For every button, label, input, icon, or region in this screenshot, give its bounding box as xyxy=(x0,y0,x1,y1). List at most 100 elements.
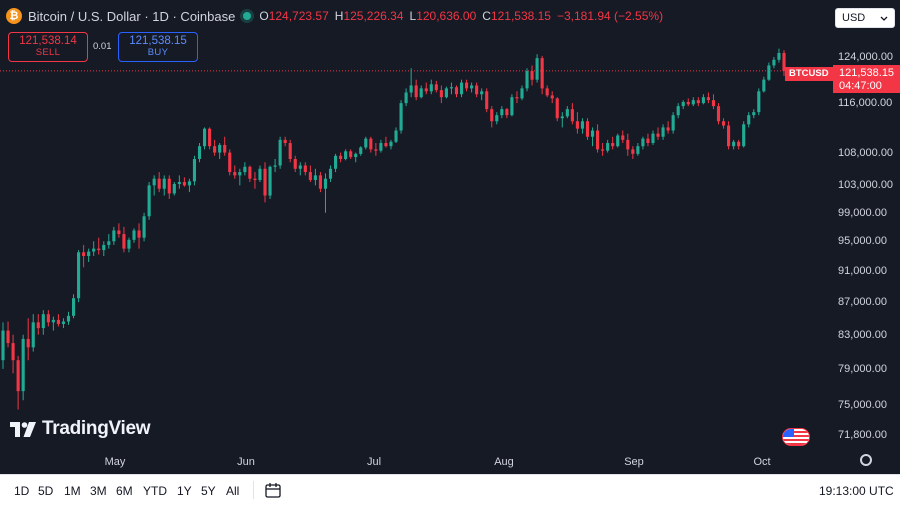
candle-body xyxy=(258,168,262,181)
candle-body xyxy=(21,338,25,392)
candle xyxy=(580,118,585,134)
candle xyxy=(82,244,86,268)
range-button-5d[interactable]: 5D xyxy=(38,484,54,498)
range-button-3m[interactable]: 3M xyxy=(90,484,107,498)
candle xyxy=(41,310,45,335)
candle xyxy=(666,121,670,134)
candle xyxy=(540,55,544,95)
range-button-1d[interactable]: 1D xyxy=(14,484,30,498)
candle xyxy=(162,175,166,196)
candle xyxy=(384,136,388,148)
candle xyxy=(762,76,766,93)
price-tick-label: 79,000.00 xyxy=(838,362,887,375)
candle xyxy=(676,103,680,119)
countdown: 04:47:00 xyxy=(839,80,882,92)
buy-button[interactable]: 121,538.15 BUY xyxy=(118,32,198,62)
time-axis[interactable] xyxy=(0,448,900,474)
range-button-all[interactable]: All xyxy=(226,484,240,498)
symbol-title[interactable]: Bitcoin / U.S. Dollar · 1D · Coinbase xyxy=(28,8,236,24)
candle-body xyxy=(349,151,353,158)
candlestick-plot[interactable] xyxy=(0,0,833,448)
gear-icon[interactable] xyxy=(860,454,872,466)
candle-body xyxy=(444,88,448,98)
candle-body xyxy=(308,172,312,181)
candle-body xyxy=(656,133,660,137)
candle xyxy=(1,322,5,369)
candle xyxy=(701,94,705,105)
candle xyxy=(575,112,579,134)
candle xyxy=(288,139,292,163)
date-range-icon[interactable] xyxy=(264,481,282,499)
candle xyxy=(21,334,25,401)
candle xyxy=(349,149,353,160)
candle xyxy=(233,165,237,179)
candle-body xyxy=(213,146,217,153)
candle-body xyxy=(621,135,625,140)
candle-body xyxy=(626,139,630,150)
candle xyxy=(56,314,60,327)
candle-body xyxy=(676,106,680,116)
candle-body xyxy=(409,85,413,93)
us-flag-icon[interactable] xyxy=(782,428,810,446)
candle xyxy=(656,127,660,140)
candle xyxy=(727,121,731,150)
candle-body xyxy=(16,360,20,392)
candle xyxy=(16,355,20,410)
current-price-label: 121,538.15 04:47:00 xyxy=(833,65,900,93)
candle-body xyxy=(480,91,484,95)
candle xyxy=(379,139,383,153)
candle-body xyxy=(268,166,272,196)
candle-body xyxy=(51,319,55,323)
candle xyxy=(11,334,15,374)
chart-area[interactable] xyxy=(0,0,833,448)
candle xyxy=(369,136,373,153)
range-button-6m[interactable]: 6M xyxy=(116,484,133,498)
candle-body xyxy=(328,168,333,179)
candle-body xyxy=(187,181,191,186)
candle-body xyxy=(611,143,615,147)
range-button-1y[interactable]: 1Y xyxy=(177,484,192,498)
clock[interactable]: 19:13:00 UTC xyxy=(819,484,894,498)
candle xyxy=(696,97,700,107)
candle-body xyxy=(137,230,141,238)
price-tick-label: 95,000.00 xyxy=(838,235,887,248)
candle-body xyxy=(243,166,247,173)
range-button-ytd[interactable]: YTD xyxy=(143,484,167,498)
range-button-1m[interactable]: 1M xyxy=(64,484,81,498)
candle-body xyxy=(464,82,469,89)
market-status-icon[interactable] xyxy=(243,12,252,20)
candle-body xyxy=(323,178,328,189)
candle-body xyxy=(66,315,71,322)
sell-button[interactable]: 121,538.14 SELL xyxy=(8,32,88,62)
candle-body xyxy=(288,143,292,160)
candle-body xyxy=(167,178,171,194)
candle-body xyxy=(414,85,418,98)
candle xyxy=(137,223,141,249)
candle-body xyxy=(61,321,66,324)
candle-body xyxy=(560,116,564,119)
candle xyxy=(691,97,695,107)
currency-select[interactable]: USD xyxy=(835,8,895,28)
candle xyxy=(359,146,363,156)
candle-body xyxy=(147,185,151,217)
candle xyxy=(641,136,645,150)
candle xyxy=(651,130,655,145)
candle-body xyxy=(223,144,227,153)
candle-body xyxy=(172,184,176,194)
candle xyxy=(555,97,559,122)
candle xyxy=(308,165,312,183)
candle-body xyxy=(218,144,222,153)
candle xyxy=(61,318,66,329)
candle xyxy=(152,175,156,196)
candle xyxy=(182,177,186,187)
range-button-5y[interactable]: 5Y xyxy=(201,484,216,498)
candle xyxy=(429,79,433,95)
candle xyxy=(248,165,252,183)
tradingview-watermark[interactable]: TradingView xyxy=(10,418,151,440)
candle xyxy=(772,57,776,69)
candle-body xyxy=(550,95,554,99)
candle xyxy=(661,124,665,140)
price-tick-label: 87,000.00 xyxy=(838,296,887,309)
candle-body xyxy=(767,65,771,80)
candle-body xyxy=(535,58,539,80)
